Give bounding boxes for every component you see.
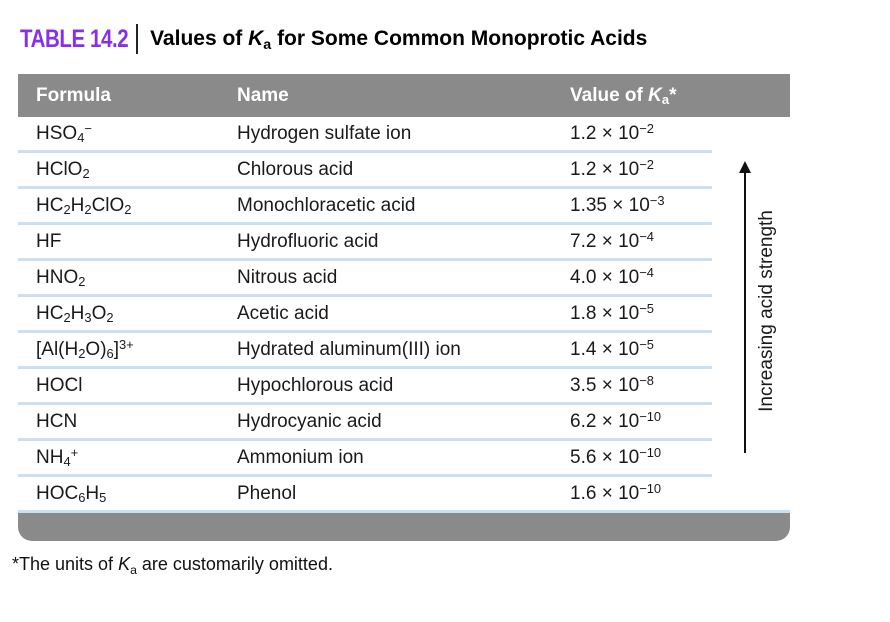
- ka-value-cell: 5.6 × 10−10: [570, 445, 662, 468]
- ka-value-cell: 1.6 × 10−10: [570, 481, 662, 504]
- ka-value-cell: 1.2 × 10−2: [570, 121, 654, 144]
- table-row: HNO2 Nitrous acid 4.0 × 10−4: [18, 261, 712, 297]
- ka-value-cell: 3.5 × 10−8: [570, 373, 654, 396]
- table-row: HC2H2ClO2 Monochloracetic acid 1.35 × 10…: [18, 189, 712, 225]
- table-row: HCN Hydrocyanic acid 6.2 × 10−10: [18, 405, 712, 441]
- arrow-line: [744, 170, 746, 453]
- acids-table: Formula Name Value of Ka* HSO4− Hydrogen…: [18, 74, 790, 513]
- name-cell: Monochloracetic acid: [237, 194, 416, 216]
- name-cell: Acetic acid: [237, 302, 329, 324]
- table-row: HOCl Hypochlorous acid 3.5 × 10−8: [18, 369, 712, 405]
- name-cell: Hydrocyanic acid: [237, 410, 382, 432]
- formula-cell: HNO2: [36, 266, 86, 290]
- ka-value-cell: 1.8 × 10−5: [570, 301, 654, 324]
- formula-cell: HOCl: [36, 374, 83, 396]
- formula-cell: HSO4−: [36, 121, 92, 146]
- name-cell: Chlorous acid: [237, 158, 354, 180]
- formula-cell: HC2H2ClO2: [36, 194, 132, 218]
- name-cell: Hypochlorous acid: [237, 374, 394, 396]
- formula-cell: HCN: [36, 410, 78, 432]
- ka-value-cell: 7.2 × 10−4: [570, 229, 654, 252]
- formula-cell: NH4+: [36, 445, 79, 470]
- table-title: TABLE 14.2 Values of Ka for Some Common …: [20, 24, 647, 54]
- table-row: [Al(H2O)6]3+ Hydrated aluminum(III) ion …: [18, 333, 712, 369]
- table-footer-bar: [18, 513, 790, 541]
- table-number-label: TABLE 14.2: [20, 24, 129, 53]
- formula-cell: HF: [36, 230, 62, 252]
- ka-value-cell: 1.2 × 10−2: [570, 157, 654, 180]
- table-row: HSO4− Hydrogen sulfate ion 1.2 × 10−2: [18, 117, 712, 153]
- header-name: Name: [237, 84, 289, 106]
- ka-value-cell: 4.0 × 10−4: [570, 265, 654, 288]
- header-formula: Formula: [36, 84, 111, 106]
- arrow-up-icon: [739, 161, 751, 173]
- title-divider: [136, 24, 139, 54]
- ka-value-cell: 6.2 × 10−10: [570, 409, 662, 432]
- table-row: HOC6H5 Phenol 1.6 × 10−10: [18, 477, 790, 513]
- table-row: NH4+ Ammonium ion 5.6 × 10−10: [18, 441, 712, 477]
- table-row: HF Hydrofluoric acid 7.2 × 10−4: [18, 225, 712, 261]
- formula-cell: HOC6H5: [36, 482, 107, 506]
- ka-value-cell: 1.35 × 10−3: [570, 193, 665, 216]
- table-row: HC2H3O2 Acetic acid 1.8 × 10−5: [18, 297, 712, 333]
- formula-cell: HC2H3O2: [36, 302, 114, 326]
- formula-cell: HClO2: [36, 158, 90, 182]
- name-cell: Hydrofluoric acid: [237, 230, 379, 252]
- formula-cell: [Al(H2O)6]3+: [36, 337, 134, 362]
- header-ka-value: Value of Ka*: [570, 84, 677, 108]
- name-cell: Ammonium ion: [237, 446, 364, 468]
- name-cell: Hydrogen sulfate ion: [237, 122, 412, 144]
- table-caption: Values of Ka for Some Common Monoprotic …: [150, 27, 648, 54]
- arrow-label: Increasing acid strength: [756, 210, 777, 412]
- table-row: HClO2 Chlorous acid 1.2 × 10−2: [18, 153, 712, 189]
- name-cell: Nitrous acid: [237, 266, 338, 288]
- ka-value-cell: 1.4 × 10−5: [570, 337, 654, 360]
- table-header-row: Formula Name Value of Ka*: [18, 74, 790, 117]
- name-cell: Phenol: [237, 482, 297, 504]
- name-cell: Hydrated aluminum(III) ion: [237, 338, 461, 360]
- footnote: *The units of Ka are customarily omitted…: [12, 554, 333, 577]
